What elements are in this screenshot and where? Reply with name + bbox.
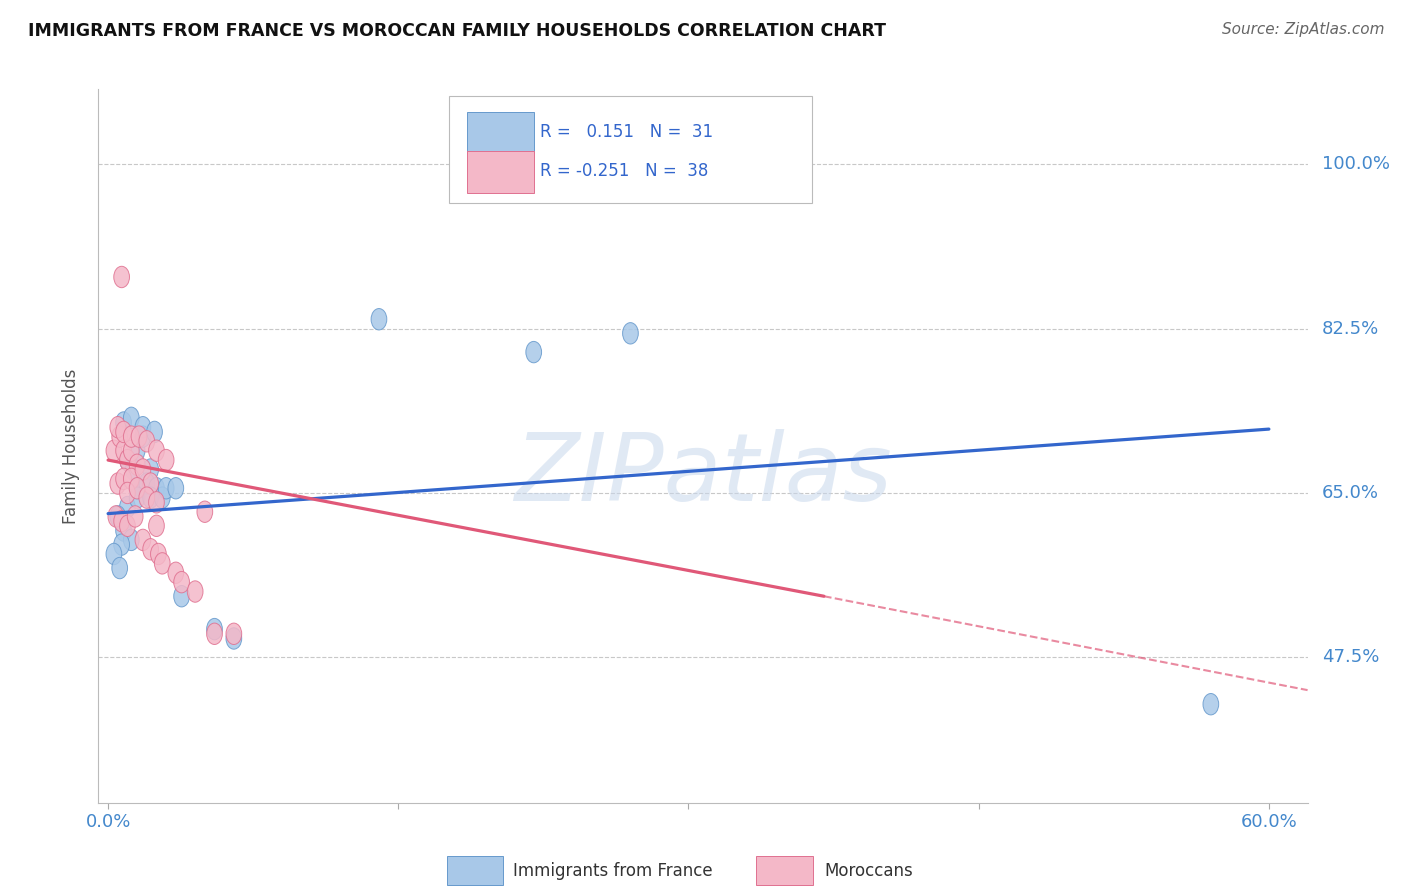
Text: Moroccans: Moroccans — [824, 862, 912, 880]
Ellipse shape — [115, 520, 131, 541]
Text: 82.5%: 82.5% — [1322, 319, 1379, 338]
Ellipse shape — [110, 506, 125, 527]
Ellipse shape — [115, 421, 131, 442]
Text: IMMIGRANTS FROM FRANCE VS MOROCCAN FAMILY HOUSEHOLDS CORRELATION CHART: IMMIGRANTS FROM FRANCE VS MOROCCAN FAMIL… — [28, 22, 886, 40]
Ellipse shape — [226, 628, 242, 649]
Ellipse shape — [149, 440, 165, 461]
Ellipse shape — [112, 425, 128, 447]
Ellipse shape — [105, 440, 122, 461]
Ellipse shape — [110, 417, 125, 438]
Ellipse shape — [135, 425, 150, 447]
Ellipse shape — [135, 529, 150, 550]
Text: Source: ZipAtlas.com: Source: ZipAtlas.com — [1222, 22, 1385, 37]
Ellipse shape — [128, 506, 143, 527]
Ellipse shape — [124, 440, 139, 461]
Ellipse shape — [139, 431, 155, 452]
Text: 65.0%: 65.0% — [1322, 484, 1379, 502]
Ellipse shape — [120, 515, 135, 536]
Text: 100.0%: 100.0% — [1322, 155, 1391, 173]
Ellipse shape — [124, 425, 139, 447]
Ellipse shape — [129, 440, 145, 461]
Text: R =   0.151   N =  31: R = 0.151 N = 31 — [540, 123, 713, 141]
Ellipse shape — [135, 458, 150, 480]
Ellipse shape — [167, 562, 184, 583]
Y-axis label: Family Households: Family Households — [62, 368, 80, 524]
FancyBboxPatch shape — [467, 112, 534, 153]
Ellipse shape — [143, 487, 159, 508]
Ellipse shape — [135, 417, 150, 438]
Ellipse shape — [139, 487, 155, 508]
FancyBboxPatch shape — [467, 152, 534, 193]
Ellipse shape — [110, 473, 125, 494]
Ellipse shape — [159, 450, 174, 471]
Ellipse shape — [131, 425, 146, 447]
Ellipse shape — [129, 477, 145, 499]
Ellipse shape — [115, 468, 131, 490]
Ellipse shape — [139, 473, 155, 494]
Ellipse shape — [146, 421, 162, 442]
Ellipse shape — [115, 440, 131, 461]
Ellipse shape — [129, 477, 145, 499]
Ellipse shape — [114, 267, 129, 288]
Text: R = -0.251   N =  38: R = -0.251 N = 38 — [540, 162, 709, 180]
Ellipse shape — [114, 534, 129, 556]
Ellipse shape — [187, 581, 202, 602]
Ellipse shape — [150, 543, 166, 565]
Ellipse shape — [207, 618, 222, 640]
Ellipse shape — [143, 458, 159, 480]
Ellipse shape — [143, 539, 159, 560]
Ellipse shape — [149, 477, 165, 499]
Ellipse shape — [197, 501, 212, 523]
Ellipse shape — [120, 496, 135, 517]
Ellipse shape — [125, 458, 141, 480]
Ellipse shape — [207, 624, 222, 645]
Ellipse shape — [124, 529, 139, 550]
Ellipse shape — [124, 407, 139, 428]
Ellipse shape — [149, 515, 165, 536]
Ellipse shape — [155, 487, 170, 508]
FancyBboxPatch shape — [449, 96, 811, 203]
Ellipse shape — [112, 558, 128, 579]
Ellipse shape — [120, 483, 135, 504]
Ellipse shape — [159, 477, 174, 499]
Ellipse shape — [226, 624, 242, 645]
Ellipse shape — [149, 491, 165, 513]
Ellipse shape — [124, 468, 139, 490]
Text: 47.5%: 47.5% — [1322, 648, 1379, 666]
Ellipse shape — [167, 477, 184, 499]
Ellipse shape — [129, 487, 145, 508]
Ellipse shape — [371, 309, 387, 330]
Ellipse shape — [108, 506, 124, 527]
Ellipse shape — [105, 543, 122, 565]
Ellipse shape — [174, 585, 190, 607]
Ellipse shape — [526, 342, 541, 363]
Ellipse shape — [623, 323, 638, 344]
Ellipse shape — [120, 450, 135, 471]
Ellipse shape — [1204, 693, 1219, 714]
Ellipse shape — [143, 473, 159, 494]
Ellipse shape — [129, 454, 145, 475]
Ellipse shape — [174, 572, 190, 593]
Ellipse shape — [114, 510, 129, 532]
Ellipse shape — [155, 553, 170, 574]
Text: Immigrants from France: Immigrants from France — [513, 862, 713, 880]
Text: ZIPatlas: ZIPatlas — [515, 429, 891, 520]
Ellipse shape — [120, 450, 135, 471]
Ellipse shape — [115, 412, 131, 434]
